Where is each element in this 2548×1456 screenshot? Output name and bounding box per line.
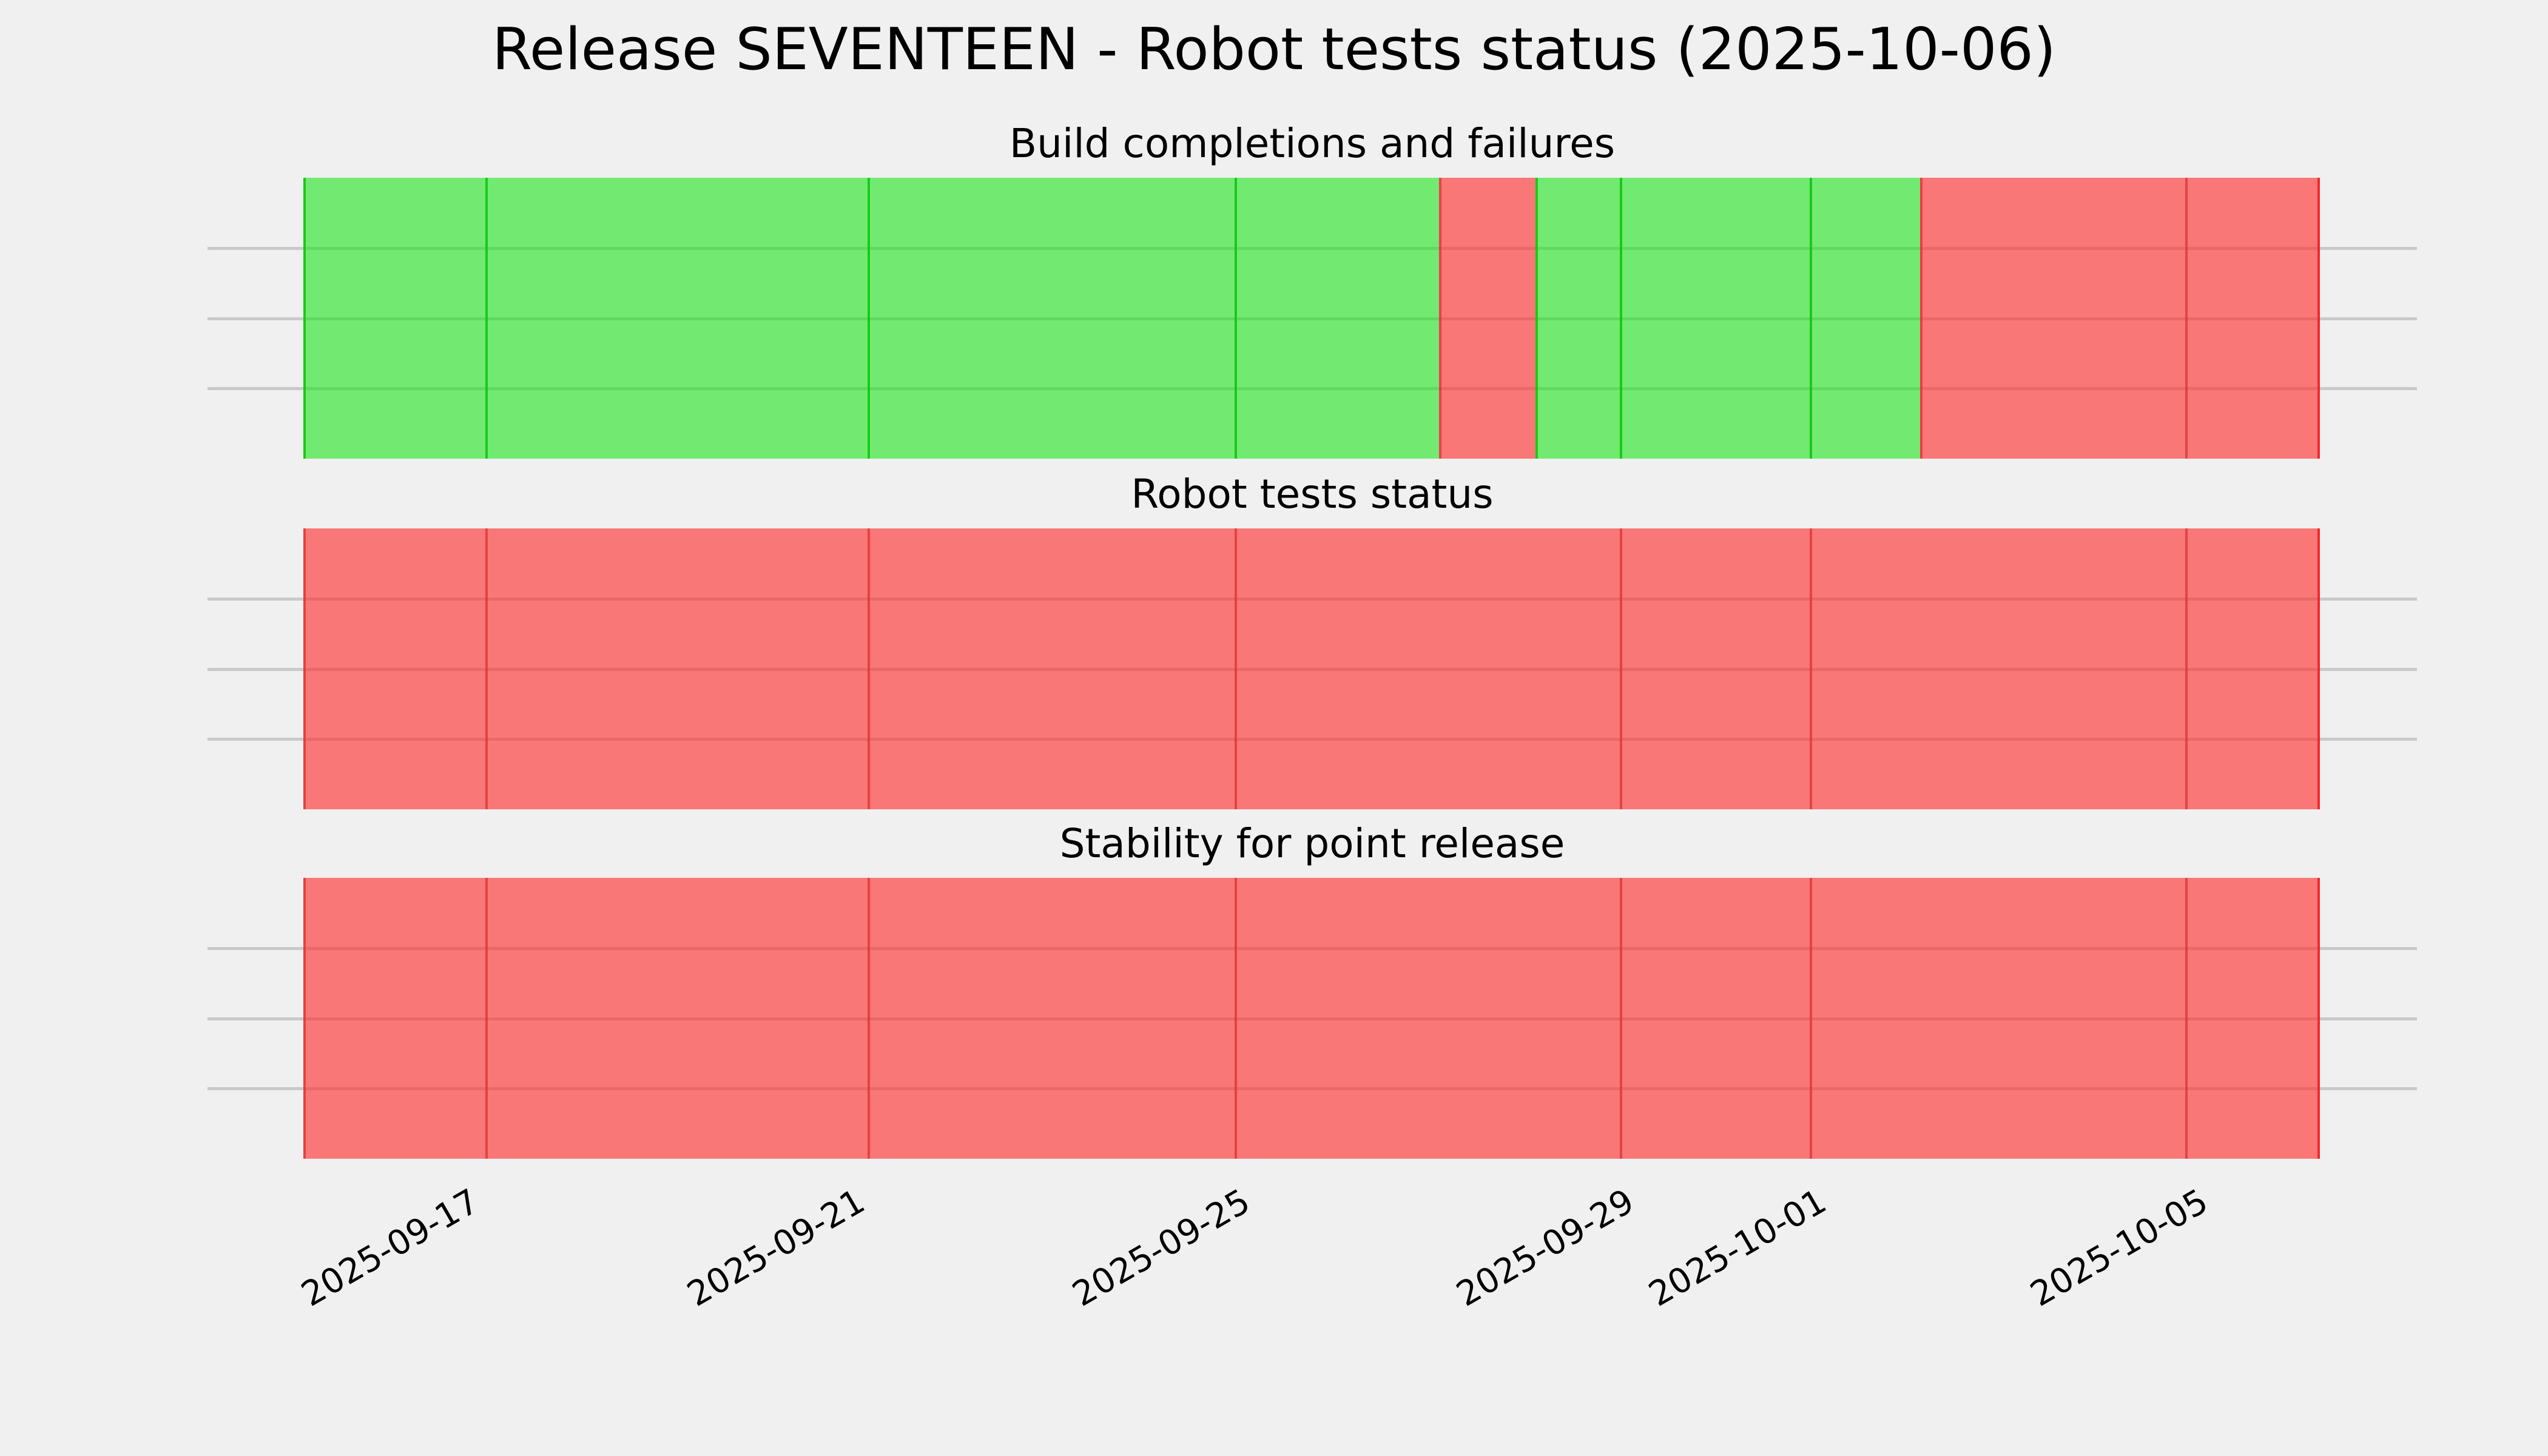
status-segment-fail — [1619, 878, 1810, 1159]
panel-title-stability: Stability for point release — [1059, 820, 1565, 867]
status-segment-fail — [1810, 528, 2185, 809]
status-segment-fail — [485, 528, 868, 809]
panel-title-build-completions: Build completions and failures — [1009, 120, 1616, 167]
x-tick-label: 2025-09-29 — [1450, 1181, 1641, 1315]
status-segment-pass — [485, 178, 868, 459]
status-timeline-bar — [303, 528, 2320, 809]
x-tick-label: 2025-09-21 — [680, 1181, 872, 1315]
figure-title: Release SEVENTEEN - Robot tests status (… — [492, 16, 2056, 83]
axes-robot-tests — [207, 528, 2417, 809]
status-segment-fail — [1619, 528, 1810, 809]
status-segment-pass — [1810, 178, 1920, 459]
status-segment-fail — [1919, 178, 2185, 459]
status-segment-fail — [868, 528, 1235, 809]
status-segment-pass — [1235, 178, 1440, 459]
status-segment-fail — [303, 528, 486, 809]
status-segment-fail — [2185, 878, 2320, 1159]
status-timeline-bar — [303, 878, 2320, 1159]
axes-stability — [207, 878, 2417, 1159]
status-segment-fail — [485, 878, 868, 1159]
status-segment-pass — [1535, 178, 1620, 459]
status-segment-pass — [868, 178, 1235, 459]
status-segment-fail — [1235, 878, 1620, 1159]
x-tick-label: 2025-09-17 — [295, 1181, 486, 1315]
panel-title-robot-tests: Robot tests status — [1131, 471, 1494, 517]
status-segment-fail — [1810, 878, 2185, 1159]
status-segment-fail — [303, 878, 486, 1159]
status-segment-fail — [1235, 528, 1620, 809]
status-segment-fail — [1439, 178, 1535, 459]
x-tick-label: 2025-10-05 — [2024, 1181, 2215, 1315]
x-tick-label: 2025-10-01 — [1642, 1181, 1833, 1315]
status-segment-fail — [868, 878, 1235, 1159]
status-segment-pass — [303, 178, 486, 459]
axes-build-completions — [207, 178, 2417, 459]
x-tick-label: 2025-09-25 — [1065, 1181, 1257, 1315]
status-segment-fail — [2185, 178, 2320, 459]
status-timeline-bar — [303, 178, 2320, 459]
status-segment-pass — [1619, 178, 1810, 459]
status-segment-fail — [2185, 528, 2320, 809]
